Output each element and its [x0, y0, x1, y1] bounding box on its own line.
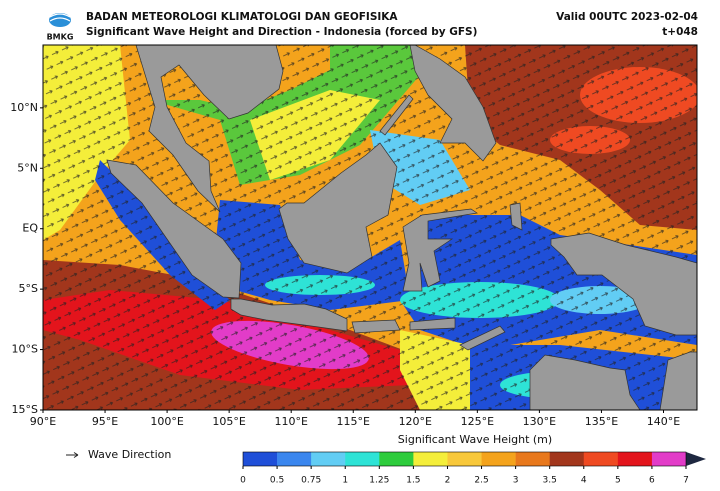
colorbar-label: 1.5 [406, 476, 420, 486]
colorbar-label: 6 [649, 476, 655, 486]
colorbar-bin [379, 452, 414, 466]
lat-label: 5°N [17, 161, 38, 174]
colorbar-bin [345, 452, 380, 466]
valid-time: Valid 00UTC 2023-02-04 [556, 11, 698, 23]
colorbar-bin [277, 452, 312, 466]
colorbar-bin [413, 452, 448, 466]
lat-label: EQ [22, 222, 38, 235]
lat-label: 10°N [10, 101, 38, 114]
colorbar-bin [243, 452, 278, 466]
colorbar-bin [481, 452, 516, 466]
logo: BMKG [47, 13, 74, 42]
colorbar-bin [583, 452, 619, 466]
colorbar-frame [242, 451, 687, 467]
colorbar-bin [311, 452, 346, 466]
colorbar-label: 0 [240, 476, 246, 486]
colorbar-label: 0.75 [301, 476, 321, 486]
map-frame [42, 44, 698, 411]
title: Significant Wave Height and Direction - … [86, 26, 477, 38]
lon-label: 90°E [30, 415, 56, 428]
lon-label: 100°E [150, 415, 183, 428]
colorbar-bin [515, 452, 550, 466]
colorbar-label: 2 [445, 476, 451, 486]
logo-text: BMKG [47, 33, 74, 42]
direction-legend: Wave Direction [66, 448, 171, 461]
legend-label: Wave Direction [88, 448, 171, 461]
lat-label: 10°S [12, 343, 38, 356]
colorbar-label: 5 [615, 476, 621, 486]
agency: BADAN METEOROLOGI KLIMATOLOGI DAN GEOFIS… [86, 11, 398, 23]
land [106, 45, 697, 410]
colorbar-bin [447, 452, 482, 466]
lon-label: 95°E [92, 415, 118, 428]
colorbar-title: Significant Wave Height (m) [398, 433, 552, 446]
lon-label: 120°E [399, 415, 432, 428]
colorbar-label: 4 [581, 476, 587, 486]
colorbar-label: 1.25 [369, 476, 389, 486]
colorbar-label: 1 [342, 476, 348, 486]
wave-field [43, 45, 697, 410]
lat-label: 5°S [19, 282, 38, 295]
lon-label: 140°E [647, 415, 680, 428]
lon-label: 110°E [274, 415, 307, 428]
colorbar-bin [549, 452, 585, 466]
lead-time: t+048 [662, 26, 698, 38]
colorbar-label: 3.5 [543, 476, 557, 486]
lon-label: 130°E [523, 415, 556, 428]
colorbar-label: 0.5 [270, 476, 284, 486]
lon-label: 135°E [585, 415, 618, 428]
lon-label: 115°E [337, 415, 370, 428]
colorbar-label: 3 [513, 476, 519, 486]
colorbar-label: 7 [683, 476, 689, 486]
lon-label: 125°E [461, 415, 494, 428]
lon-label: 105°E [212, 415, 245, 428]
colorbar-bin [617, 452, 653, 466]
colorbar-bin [651, 452, 687, 466]
colorbar-over [686, 452, 706, 466]
colorbar-label: 2.5 [474, 476, 488, 486]
lat-label: 15°S [12, 403, 38, 416]
